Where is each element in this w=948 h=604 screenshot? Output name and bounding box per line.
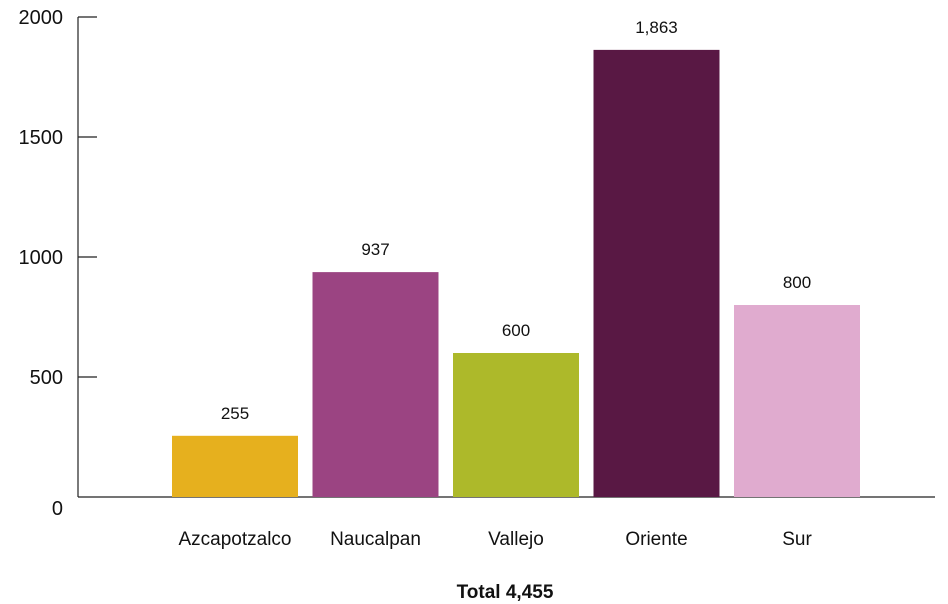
value-labels: 255 937 600 1,863 800 (221, 18, 811, 423)
y-tick-label: 1000 (19, 247, 64, 269)
data-label: 600 (502, 321, 530, 340)
data-label: 800 (783, 273, 811, 292)
y-tick-label: 0 (52, 498, 63, 520)
bar (453, 353, 579, 497)
total-label: Total 4,455 (457, 582, 554, 603)
bar (734, 305, 860, 497)
data-label: 255 (221, 404, 249, 423)
bar (172, 435, 298, 497)
y-tick-label: 1500 (19, 127, 64, 149)
y-tick-label: 2000 (19, 7, 64, 29)
data-label: 937 (361, 240, 389, 259)
y-tick-label: 500 (30, 367, 63, 389)
bar (593, 49, 720, 497)
bars (172, 49, 860, 497)
category-label: Naucalpan (330, 529, 421, 550)
category-label: Azcapotzalco (178, 529, 291, 550)
category-label: Vallejo (488, 529, 544, 550)
category-label: Sur (782, 529, 812, 550)
data-label: 1,863 (635, 18, 678, 37)
y-ticks: 0 500 1000 1500 2000 (19, 7, 97, 520)
bar (312, 272, 439, 497)
category-labels: Azcapotzalco Naucalpan Vallejo Oriente Sur (178, 529, 812, 550)
category-label: Oriente (625, 529, 687, 550)
